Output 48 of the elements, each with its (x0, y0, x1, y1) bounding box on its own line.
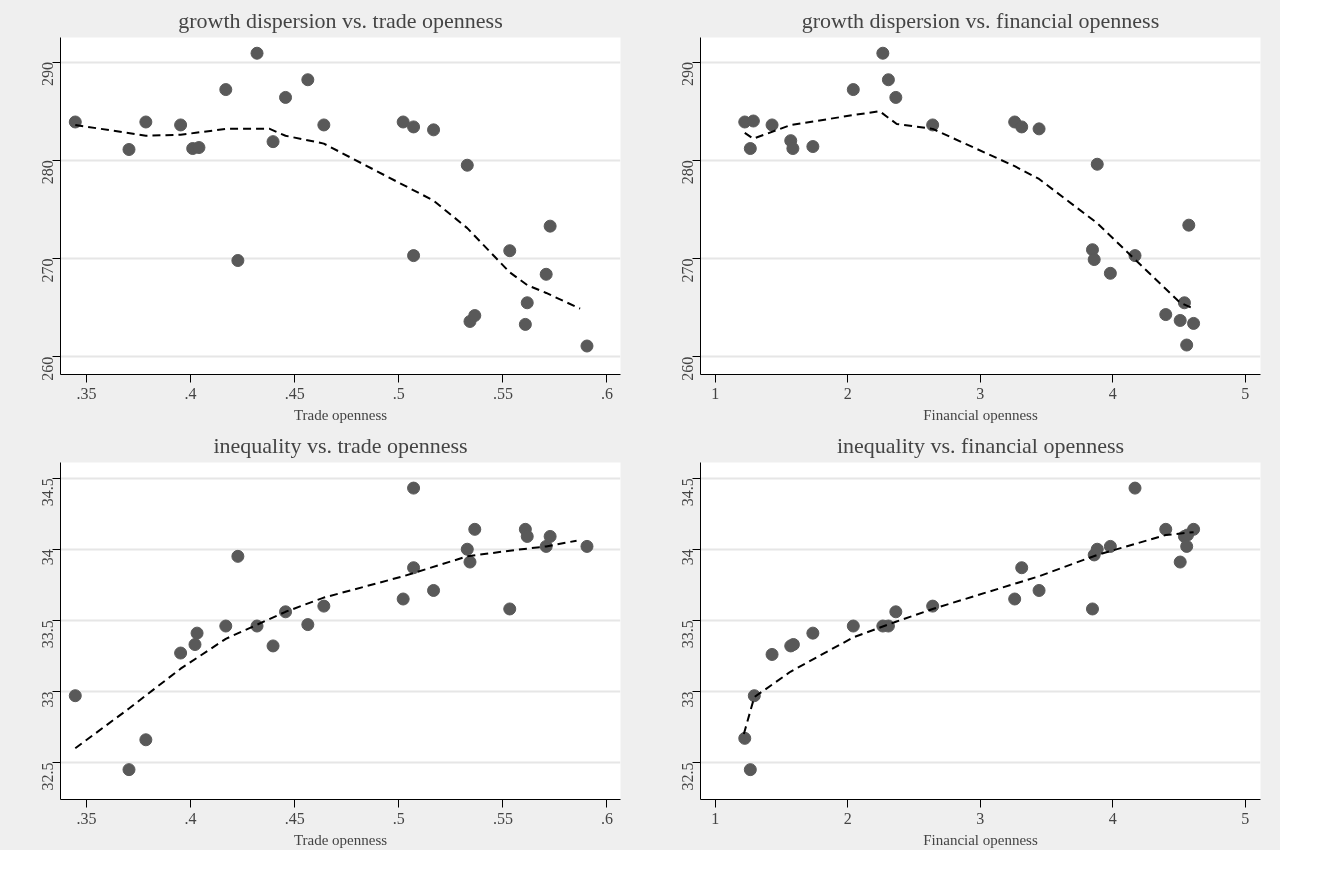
y-tick-label: 33.5 (679, 620, 696, 649)
x-tick-label: 1 (711, 384, 720, 402)
y-tick-label: 33 (679, 691, 696, 708)
y-tick-label: 34.5 (679, 478, 696, 507)
x-tick-label: 4 (1108, 384, 1117, 402)
x-axis-title: Financial openness (923, 406, 1038, 423)
x-axis-title: Trade openness (293, 831, 388, 848)
x-tick-label: .5 (392, 384, 405, 402)
x-tick-label: .55 (492, 809, 513, 827)
y-tick-label: 280 (679, 160, 696, 185)
x-axis-title: Financial openness (923, 831, 1038, 848)
x-tick-label: 5 (1241, 384, 1250, 402)
chart-title: growth dispersion vs. financial openness (801, 7, 1160, 33)
y-tick-label: 33 (39, 691, 56, 708)
x-tick-label: 2 (843, 384, 852, 402)
y-tick-label: 280 (39, 160, 56, 185)
x-tick-label: .6 (600, 809, 613, 827)
x-tick-label: .45 (284, 384, 305, 402)
x-tick-label: 4 (1108, 809, 1117, 827)
y-tick-label: 34.5 (39, 478, 56, 507)
y-tick-label: 33.5 (39, 620, 56, 649)
x-tick-label: .5 (392, 809, 405, 827)
x-tick-label: .4 (184, 384, 197, 402)
y-tick-label: 34 (39, 549, 56, 566)
y-tick-label: 260 (39, 356, 56, 381)
x-tick-label: .4 (184, 809, 197, 827)
chart-title: inequality vs. trade openness (213, 432, 468, 458)
chart-title: growth dispersion vs. trade openness (178, 7, 503, 33)
y-tick-label: 34 (679, 549, 696, 566)
y-tick-label: 290 (679, 62, 696, 87)
y-tick-label: 260 (679, 356, 696, 381)
x-tick-label: 1 (711, 809, 720, 827)
x-tick-label: 3 (976, 809, 985, 827)
x-tick-label: .45 (284, 809, 305, 827)
x-tick-label: 2 (843, 809, 852, 827)
y-tick-label: 32.5 (679, 762, 696, 791)
y-tick-label: 32.5 (39, 762, 56, 791)
chart-title: inequality vs. financial openness (836, 432, 1125, 458)
x-tick-label: 3 (976, 384, 985, 402)
x-tick-label: .35 (76, 384, 97, 402)
x-tick-label: .6 (600, 384, 613, 402)
x-axis-title: Trade openness (293, 406, 388, 423)
y-tick-label: 270 (39, 258, 56, 283)
x-tick-label: .55 (492, 384, 513, 402)
y-tick-label: 270 (679, 258, 696, 283)
x-tick-label: 5 (1241, 809, 1250, 827)
x-tick-label: .35 (76, 809, 97, 827)
y-tick-label: 290 (39, 62, 56, 87)
